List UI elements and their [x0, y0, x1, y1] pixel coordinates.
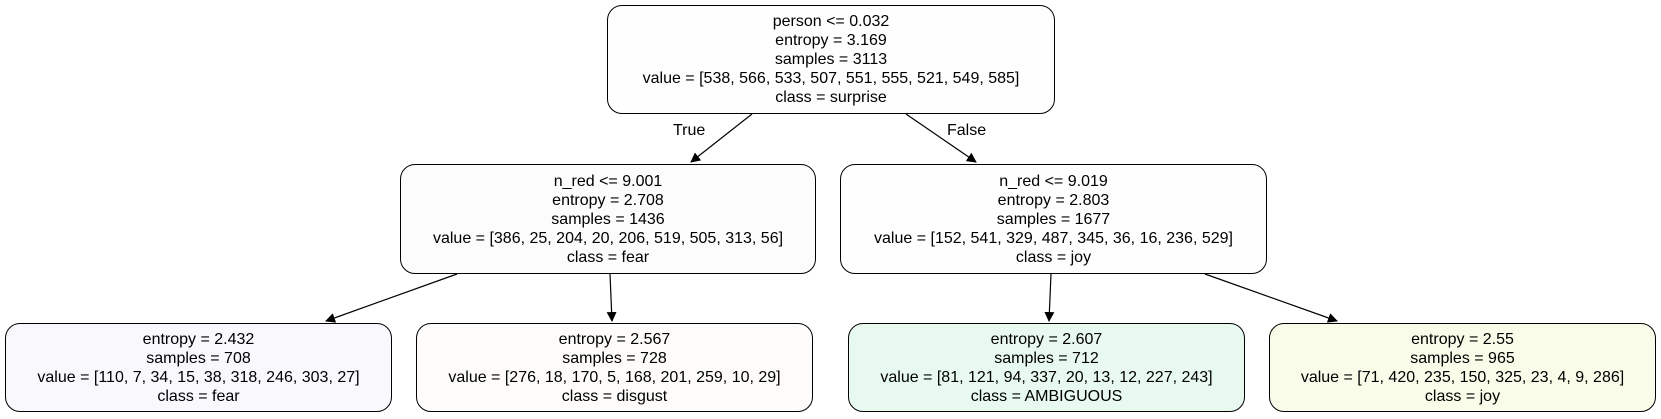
edge-label-false: False	[947, 122, 987, 139]
node-class: class = joy	[1424, 387, 1501, 405]
node-value: value = [81, 121, 94, 337, 20, 13, 12, 2…	[880, 368, 1213, 386]
edge-label-true: True	[673, 122, 706, 139]
node-entropy: entropy = 2.432	[142, 330, 255, 348]
tree-node-root: person <= 0.032 entropy = 3.169 samples …	[607, 5, 1055, 114]
node-split-rule: n_red <= 9.019	[999, 172, 1108, 190]
edge-right-to-leaf3	[1044, 273, 1055, 322]
node-class: class = AMBIGUOUS	[970, 387, 1123, 405]
node-value: value = [152, 541, 329, 487, 345, 36, 16…	[874, 229, 1233, 247]
node-split-rule: n_red <= 9.001	[553, 172, 663, 190]
node-value: value = [71, 420, 235, 150, 325, 23, 4, …	[1300, 368, 1625, 386]
tree-node-left: n_red <= 9.001 entropy = 2.708 samples =…	[400, 164, 816, 274]
node-class: class = joy	[1015, 248, 1092, 266]
node-samples: samples = 3113	[774, 51, 888, 68]
node-entropy: entropy = 3.169	[775, 32, 887, 49]
edge-root-to-right	[905, 113, 977, 163]
node-samples: samples = 965	[1410, 349, 1515, 367]
edge-left-to-leaf1	[325, 273, 458, 323]
node-samples: samples = 728	[562, 349, 667, 367]
node-samples: samples = 1677	[996, 210, 1111, 228]
node-class: class = fear	[566, 248, 650, 266]
node-samples: samples = 708	[146, 349, 251, 367]
edge-left-to-leaf2	[606, 273, 617, 322]
node-samples: samples = 1436	[551, 210, 665, 228]
node-entropy: entropy = 2.803	[997, 191, 1110, 209]
tree-leaf-1: entropy = 2.432 samples = 708 value = [1…	[5, 323, 392, 412]
tree-leaf-2: entropy = 2.567 samples = 728 value = [2…	[416, 323, 813, 412]
node-class: class = fear	[157, 387, 240, 405]
edge-right-to-leaf4	[1204, 273, 1338, 323]
node-class: class = surprise	[775, 89, 887, 106]
node-value: value = [386, 25, 204, 20, 206, 519, 505…	[432, 229, 784, 247]
node-entropy: entropy = 2.567	[558, 330, 671, 348]
edge-root-to-left	[690, 113, 753, 163]
node-entropy: entropy = 2.607	[990, 330, 1103, 348]
tree-leaf-4: entropy = 2.55 samples = 965 value = [71…	[1269, 323, 1656, 412]
node-value: value = [110, 7, 34, 15, 38, 318, 246, 3…	[37, 368, 360, 386]
node-samples: samples = 712	[994, 349, 1099, 367]
node-entropy: entropy = 2.55	[1411, 330, 1514, 348]
node-value: value = [538, 566, 533, 507, 551, 555, 5…	[642, 70, 1020, 87]
node-split-rule: person <= 0.032	[772, 13, 890, 30]
node-value: value = [276, 18, 170, 5, 168, 201, 259,…	[448, 368, 781, 386]
node-class: class = disgust	[561, 387, 668, 405]
tree-node-right: n_red <= 9.019 entropy = 2.803 samples =…	[840, 164, 1267, 274]
tree-leaf-3: entropy = 2.607 samples = 712 value = [8…	[848, 323, 1245, 412]
node-entropy: entropy = 2.708	[552, 191, 664, 209]
